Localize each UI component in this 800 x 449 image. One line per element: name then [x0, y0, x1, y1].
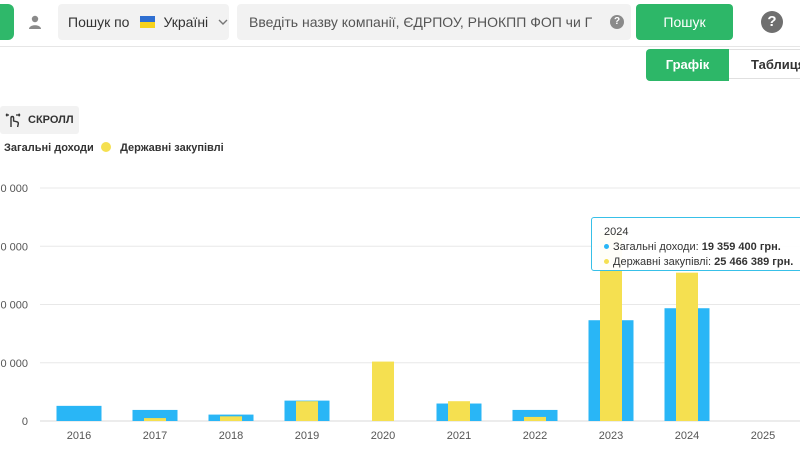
search-input[interactable]: [249, 4, 599, 40]
tooltip-income-label: Загальні доходи:: [613, 241, 699, 253]
bar-procurement: [220, 416, 242, 421]
bar-income: [132, 409, 178, 421]
search-button[interactable]: Пошук: [636, 4, 733, 40]
legend-label-income: Загальні доходи: [4, 142, 94, 154]
x-tick-label: 2023: [599, 430, 623, 442]
menu-button[interactable]: [0, 4, 14, 40]
search-field: [237, 4, 631, 40]
tooltip-procurement-row: Державні закупівлі: 25 466 389 грн.: [604, 255, 800, 270]
tooltip-procurement-dot: [604, 259, 609, 264]
legend-item-procurement[interactable]: Державні закупівлі: [101, 142, 224, 154]
tooltip-year: 2024: [604, 226, 629, 238]
bar-procurement: [448, 401, 470, 421]
x-tick-label: 2021: [447, 430, 471, 442]
x-tick-label: 2018: [219, 430, 243, 442]
x-tick-label: 2020: [371, 430, 395, 442]
legend-dot-procurement: [101, 142, 111, 152]
chart-tooltip: 2024 Загальні доходи: 19 359 400 грн. Де…: [591, 217, 800, 271]
scroll-button[interactable]: СКРОЛЛ: [0, 106, 79, 134]
ukraine-flag-icon: [140, 16, 156, 28]
legend-item-income[interactable]: Загальні доходи: [4, 142, 94, 154]
bar-income: [56, 405, 102, 421]
bar-procurement: [372, 361, 394, 421]
bar-procurement: [144, 418, 166, 421]
tooltip-procurement-value: 25 466 389 грн.: [714, 256, 794, 268]
user-profile-button[interactable]: [20, 4, 50, 40]
bar-procurement: [524, 416, 546, 421]
x-tick-label: 2017: [143, 430, 167, 442]
bar-procurement: [676, 272, 698, 421]
x-tick-label: 2024: [675, 430, 699, 442]
tab-graph[interactable]: Графік: [646, 49, 729, 81]
x-tick-label: 2016: [67, 430, 91, 442]
tab-table[interactable]: Таблиця: [729, 49, 800, 79]
search-scope-select[interactable]: Пошук по Україні: [58, 4, 229, 40]
y-tick-label: 0 000: [0, 183, 28, 195]
chevron-down-icon: [218, 19, 228, 25]
bar-procurement: [296, 401, 318, 421]
tooltip-income-dot: [604, 244, 609, 249]
x-tick-label: 2019: [295, 430, 319, 442]
bar-procurement: [600, 231, 622, 421]
tooltip-income-value: 19 359 400 грн.: [701, 241, 781, 253]
top-bar: Пошук по Україні ? Пошук ?: [0, 0, 800, 47]
tooltip-income-row: Загальні доходи: 19 359 400 грн.: [604, 240, 800, 255]
search-by-label: Пошук по: [68, 14, 130, 30]
y-tick-label: 0: [22, 416, 28, 428]
legend-label-procurement: Державні закупівлі: [120, 142, 224, 154]
x-tick-label: 2022: [523, 430, 547, 442]
y-tick-label: 0 000: [0, 358, 28, 370]
touch-scroll-icon: [5, 113, 21, 128]
x-tick-label: 2025: [751, 430, 775, 442]
y-tick-label: 0 000: [0, 241, 28, 253]
search-help-icon[interactable]: ?: [610, 15, 624, 29]
user-icon: [29, 15, 41, 29]
bar-chart: 0 0 000 0 000 0 000 0 000 2016 2017 2018 2019 202…: [0, 183, 800, 442]
help-icon[interactable]: ?: [761, 11, 783, 33]
bar-income: [512, 409, 558, 421]
scroll-button-label: СКРОЛЛ: [28, 114, 74, 126]
country-label: Україні: [163, 14, 209, 30]
tooltip-procurement-label: Державні закупівлі:: [613, 256, 712, 268]
y-tick-label: 0 000: [0, 300, 28, 312]
